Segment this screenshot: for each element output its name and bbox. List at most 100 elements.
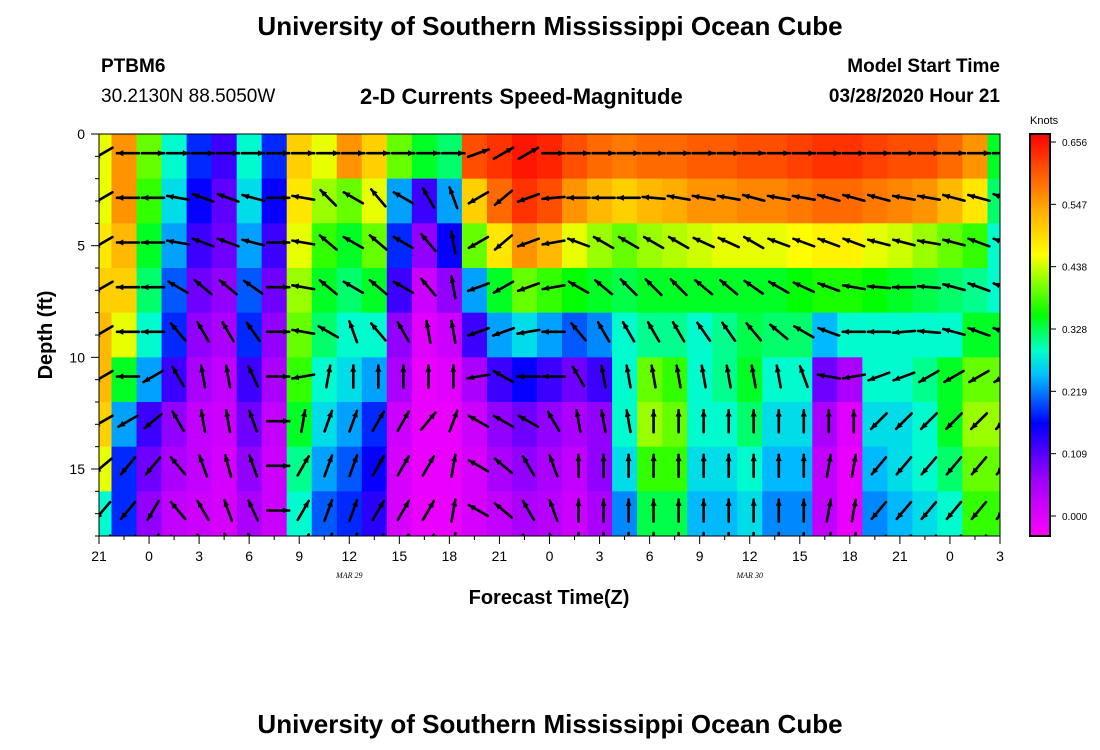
heatmap-cell bbox=[912, 312, 939, 358]
current-vector bbox=[369, 322, 387, 342]
heatmap-cell bbox=[236, 446, 263, 492]
current-vector bbox=[541, 239, 566, 247]
current-vector bbox=[599, 408, 607, 434]
current-vector bbox=[691, 150, 717, 157]
current-vector bbox=[991, 151, 1000, 155]
heatmap-cell bbox=[962, 178, 989, 224]
heatmap-cell bbox=[912, 223, 939, 269]
heatmap-cell bbox=[987, 312, 1000, 358]
current-vector bbox=[221, 320, 235, 343]
current-vector bbox=[825, 498, 833, 523]
heatmap-cell bbox=[712, 312, 738, 358]
heatmap-cell bbox=[461, 357, 488, 403]
current-vector bbox=[299, 408, 307, 434]
heatmap-cell bbox=[687, 402, 713, 448]
current-vector bbox=[190, 150, 216, 157]
current-vector bbox=[616, 194, 641, 201]
current-vector bbox=[574, 408, 582, 434]
colorbar-tick-label: 0.000 bbox=[1062, 512, 1087, 523]
heatmap-cell bbox=[411, 446, 438, 492]
current-vector bbox=[248, 409, 259, 433]
current-vector bbox=[817, 282, 841, 293]
heatmap-cell bbox=[411, 312, 438, 358]
heatmap-cell bbox=[236, 312, 263, 358]
heatmap-cell bbox=[386, 446, 413, 492]
heatmap-cell bbox=[937, 268, 964, 314]
heatmap-cell bbox=[336, 357, 363, 403]
heatmap-cell bbox=[962, 134, 989, 180]
heatmap-cell bbox=[411, 357, 438, 403]
heatmap-cell bbox=[937, 223, 964, 269]
x-tick-label: 12 bbox=[742, 548, 758, 564]
current-vector bbox=[941, 282, 966, 292]
current-vector bbox=[516, 192, 541, 203]
current-vector bbox=[791, 194, 816, 201]
current-vector bbox=[517, 414, 540, 429]
current-vector bbox=[970, 456, 988, 476]
heatmap-cell bbox=[787, 402, 813, 448]
heatmap-cell bbox=[386, 491, 413, 536]
heatmap-cell bbox=[587, 446, 613, 492]
current-vector bbox=[675, 408, 682, 434]
x-tick-label: 21 bbox=[492, 548, 508, 564]
heatmap-cell bbox=[99, 446, 113, 492]
heatmap-cell bbox=[511, 223, 538, 269]
heatmap-cell bbox=[261, 178, 288, 224]
current-vector bbox=[775, 498, 782, 523]
heatmap-cell bbox=[236, 223, 263, 269]
heatmap-cell bbox=[887, 223, 914, 269]
current-vector bbox=[741, 193, 766, 202]
current-vector bbox=[169, 456, 187, 476]
current-vector bbox=[916, 283, 942, 290]
heatmap-cell bbox=[712, 178, 738, 224]
heatmap-cell bbox=[862, 312, 888, 358]
current-vector bbox=[467, 503, 490, 518]
current-vector bbox=[995, 467, 1000, 476]
current-vector bbox=[241, 193, 266, 202]
heatmap-cell bbox=[762, 223, 788, 269]
heatmap-cell bbox=[161, 312, 188, 358]
current-vector bbox=[165, 150, 191, 157]
current-vector bbox=[891, 284, 917, 291]
current-vector bbox=[850, 408, 857, 434]
heatmap-cell bbox=[587, 402, 613, 448]
heatmap-cell bbox=[887, 178, 914, 224]
current-vector bbox=[119, 456, 137, 476]
heatmap-cell bbox=[186, 178, 213, 224]
current-vector bbox=[891, 194, 917, 201]
current-vector bbox=[642, 235, 665, 250]
current-vector bbox=[724, 364, 732, 389]
heatmap-cell bbox=[136, 134, 163, 180]
current-vector bbox=[591, 194, 616, 201]
heatmap-cell bbox=[236, 178, 263, 224]
current-vector bbox=[265, 194, 291, 201]
heatmap-cell bbox=[286, 223, 313, 269]
heatmap-cell bbox=[587, 312, 613, 358]
current-vector bbox=[390, 150, 416, 157]
heatmap-cell bbox=[99, 178, 113, 224]
heatmap-cell bbox=[812, 312, 838, 358]
heatmap-cell bbox=[311, 357, 338, 403]
heatmap-cell bbox=[862, 268, 888, 314]
current-vector bbox=[967, 237, 991, 248]
current-vector bbox=[143, 412, 163, 430]
current-vector bbox=[265, 507, 291, 514]
heatmap-cell bbox=[99, 134, 113, 180]
heatmap-cell bbox=[361, 178, 388, 224]
heatmap-cell bbox=[536, 446, 563, 492]
current-vector bbox=[267, 541, 289, 547]
current-vector bbox=[600, 498, 607, 523]
heatmap-cell bbox=[361, 134, 388, 180]
heatmap-cell bbox=[737, 134, 763, 180]
current-vector bbox=[140, 239, 166, 246]
current-vector bbox=[916, 150, 942, 157]
heatmap-cell bbox=[286, 357, 313, 403]
current-vector bbox=[674, 364, 682, 389]
current-vector bbox=[870, 456, 888, 476]
current-vector bbox=[421, 499, 436, 522]
current-vector bbox=[916, 194, 942, 201]
colorbar-gradient bbox=[1029, 133, 1051, 537]
heatmap-cell bbox=[662, 178, 688, 224]
current-vector bbox=[652, 531, 656, 536]
heatmap-cell bbox=[136, 312, 163, 358]
